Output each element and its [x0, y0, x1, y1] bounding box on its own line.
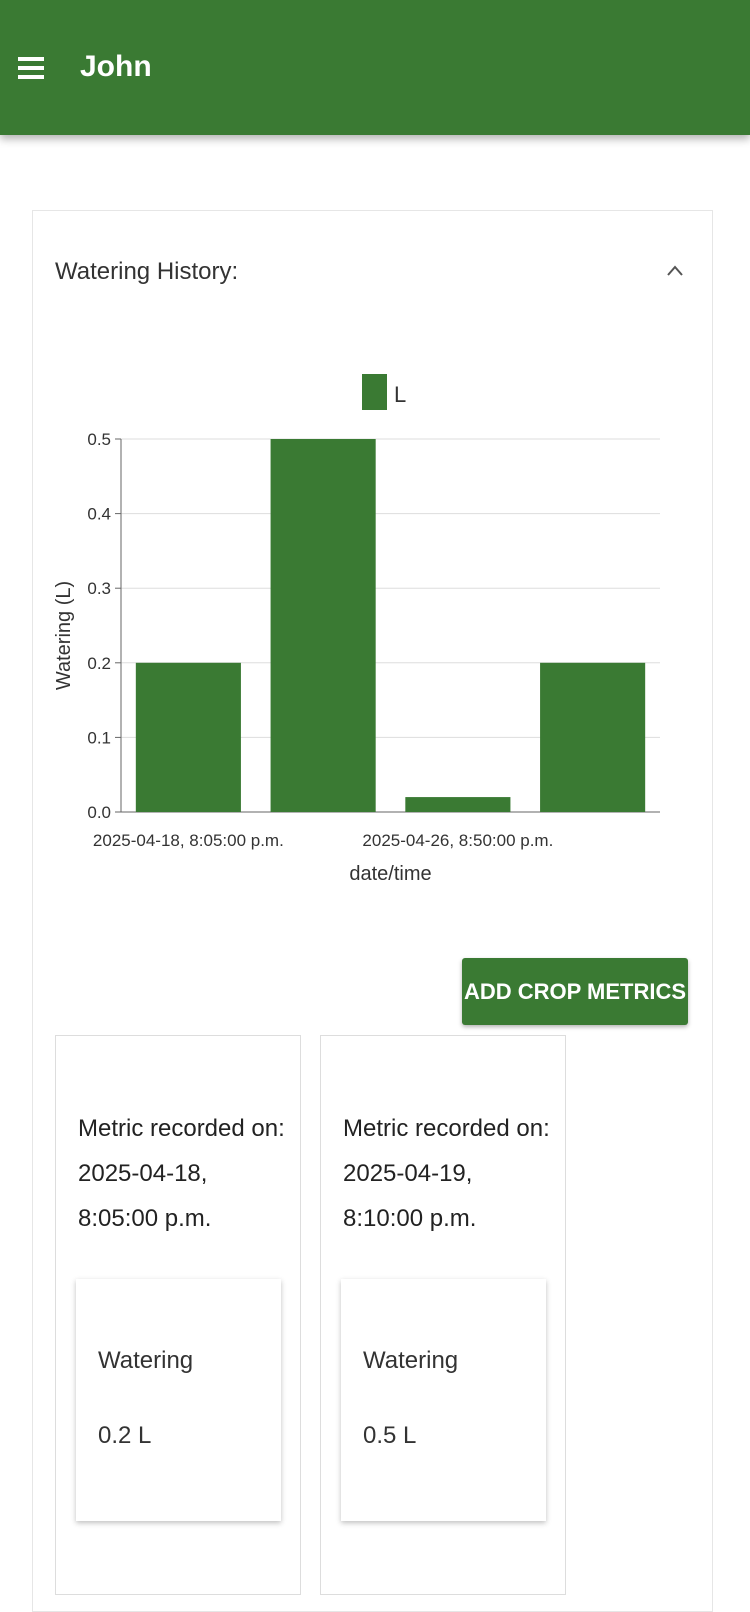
metric-time: 8:05:00 p.m. — [78, 1205, 212, 1232]
y-tick-label: 0.4 — [87, 505, 111, 524]
section-title: Watering History: — [55, 258, 239, 285]
metric-name: Watering — [98, 1347, 194, 1374]
app-title: John — [80, 50, 152, 83]
metric-card: Metric recorded on: 2025-04-18, 8:05:00 p.… — [55, 1035, 301, 1595]
bar — [540, 662, 646, 812]
metric-item: Watering 0.5 L — [341, 1279, 546, 1521]
y-tick-label: 0.5 — [87, 430, 111, 449]
collapse-icon[interactable] — [666, 264, 684, 278]
metric-date: 2025-04-19, — [343, 1160, 473, 1187]
bar — [405, 797, 511, 812]
chart: 0.0 0.1 0.2 0.3 0.4 0.5 L 2025-04-18, 8:05:00 p… — [53, 374, 660, 885]
y-axis-label: Watering (L) — [53, 581, 75, 690]
bar — [135, 662, 241, 812]
add-button[interactable]: ADD CROP METRICS — [462, 958, 688, 1025]
metric-name: Watering — [363, 1347, 459, 1374]
y-tick-label: 0.3 — [87, 579, 111, 598]
app-bar: John — [0, 0, 750, 135]
legend-label: L — [394, 382, 406, 407]
x-tick-label: 2025-04-26, 8:50:00 p.m. — [362, 831, 553, 850]
bar — [270, 439, 376, 812]
y-tick-label: 0.0 — [87, 803, 111, 822]
metric-date: 2025-04-18, — [78, 1160, 208, 1187]
metric-card: Metric recorded on: 2025-04-19, 8:10:00 p.… — [320, 1035, 566, 1595]
menu-icon[interactable] — [18, 55, 46, 83]
metric-heading: Metric recorded on: — [78, 1115, 285, 1142]
x-axis-label: date/time — [349, 863, 431, 885]
x-tick-label: 2025-04-18, 8:05:00 p.m. — [93, 831, 284, 850]
y-tick-label: 0.2 — [87, 654, 111, 673]
metric-item: Watering 0.2 L — [76, 1279, 281, 1521]
metric-value: 0.5 L — [363, 1422, 417, 1449]
metric-value: 0.2 L — [98, 1422, 152, 1449]
legend-swatch — [362, 374, 387, 410]
y-tick-label: 0.1 — [87, 728, 111, 747]
metric-time: 8:10:00 p.m. — [343, 1205, 477, 1232]
metric-heading: Metric recorded on: — [343, 1115, 550, 1142]
